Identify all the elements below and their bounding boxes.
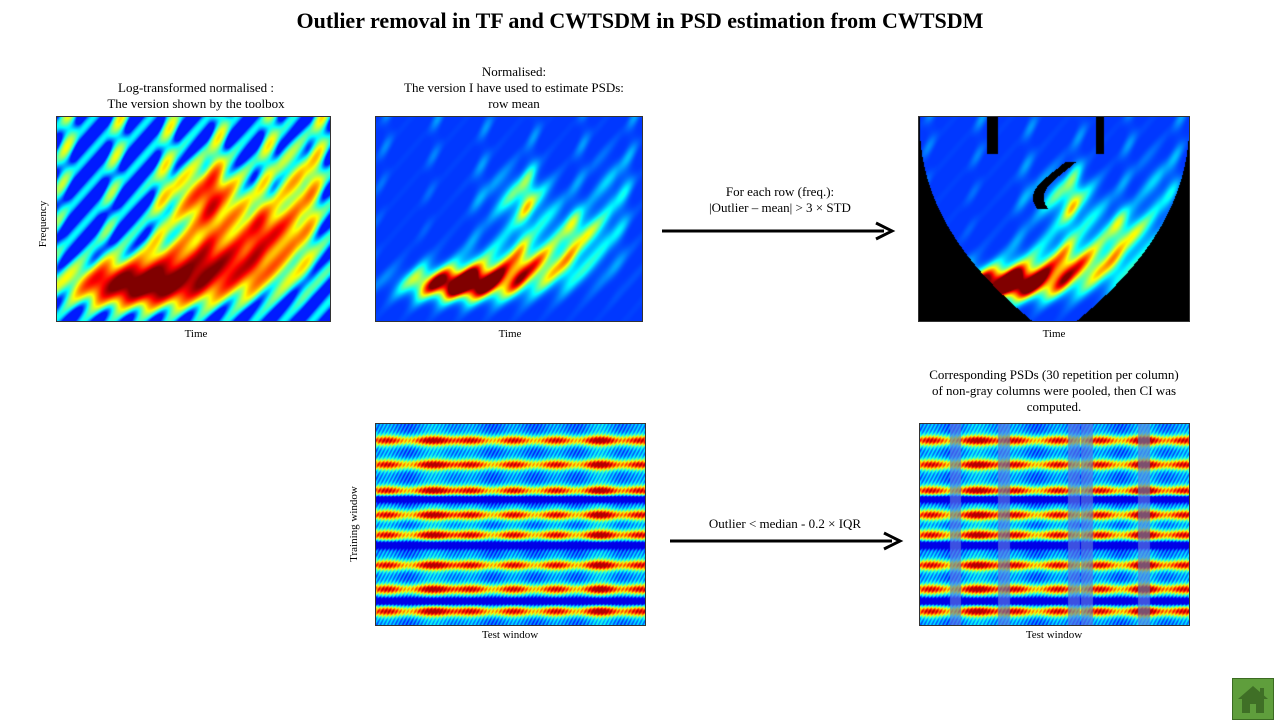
log-norm-xlabel: Time [184,328,208,340]
cwtsdm-xlabel: Test window [481,629,539,641]
slide-title: Outlier removal in TF and CWTSDM in PSD … [296,8,984,33]
top-arrow-label: For each row (freq.): |Outlier – mean| >… [660,184,900,216]
outlier-tf-xlabel: Time [1042,328,1066,340]
normalised-caption: Normalised: The version I have used to e… [374,64,654,112]
top-arrow-line1: For each row (freq.): [725,184,835,199]
top-arrow-line2: |Outlier – mean| > 3 × STD [709,200,851,215]
bottom-arrow-label: Outlier < median - 0.2 × IQR [670,516,900,532]
normalised-caption-line2: The version I have used to estimate PSDs… [404,80,624,95]
cwtsdm-ylabel: Training window [348,486,360,562]
cwtsdm-gray-caption: Corresponding PSDs (30 repetition per co… [904,367,1204,415]
cwtsdm-gray-caption-line2: of non-gray columns were pooled, then CI… [931,383,1177,398]
cwtsdm-matrix [375,423,646,626]
home-icon [1238,686,1268,713]
bottom-arrow [670,531,904,551]
cwtsdm-gray-matrix [919,423,1190,626]
cwtsdm-gray-caption-line3: computed. [1026,399,1082,414]
normalised-caption-line3: row mean [488,96,540,111]
cwtsdm-gray-xlabel: Test window [1025,629,1083,641]
bottom-arrow-line1: Outlier < median - 0.2 × IQR [708,516,862,531]
log-norm-caption-line2: The version shown by the toolbox [107,96,285,111]
log-norm-spectrogram [56,116,331,322]
cwtsdm-gray-caption-line1: Corresponding PSDs (30 repetition per co… [929,367,1179,382]
normalised-xlabel: Time [498,328,522,340]
top-arrow [662,221,896,241]
home-button[interactable] [1232,678,1274,720]
log-norm-ylabel: Frequency [37,200,49,248]
normalised-spectrogram [375,116,643,322]
outlier-removed-spectrogram [918,116,1190,322]
normalised-caption-line1: Normalised: [481,64,547,79]
log-norm-caption-line1: Log-transformed normalised : [118,80,274,95]
log-norm-caption: Log-transformed normalised : The version… [56,80,336,112]
